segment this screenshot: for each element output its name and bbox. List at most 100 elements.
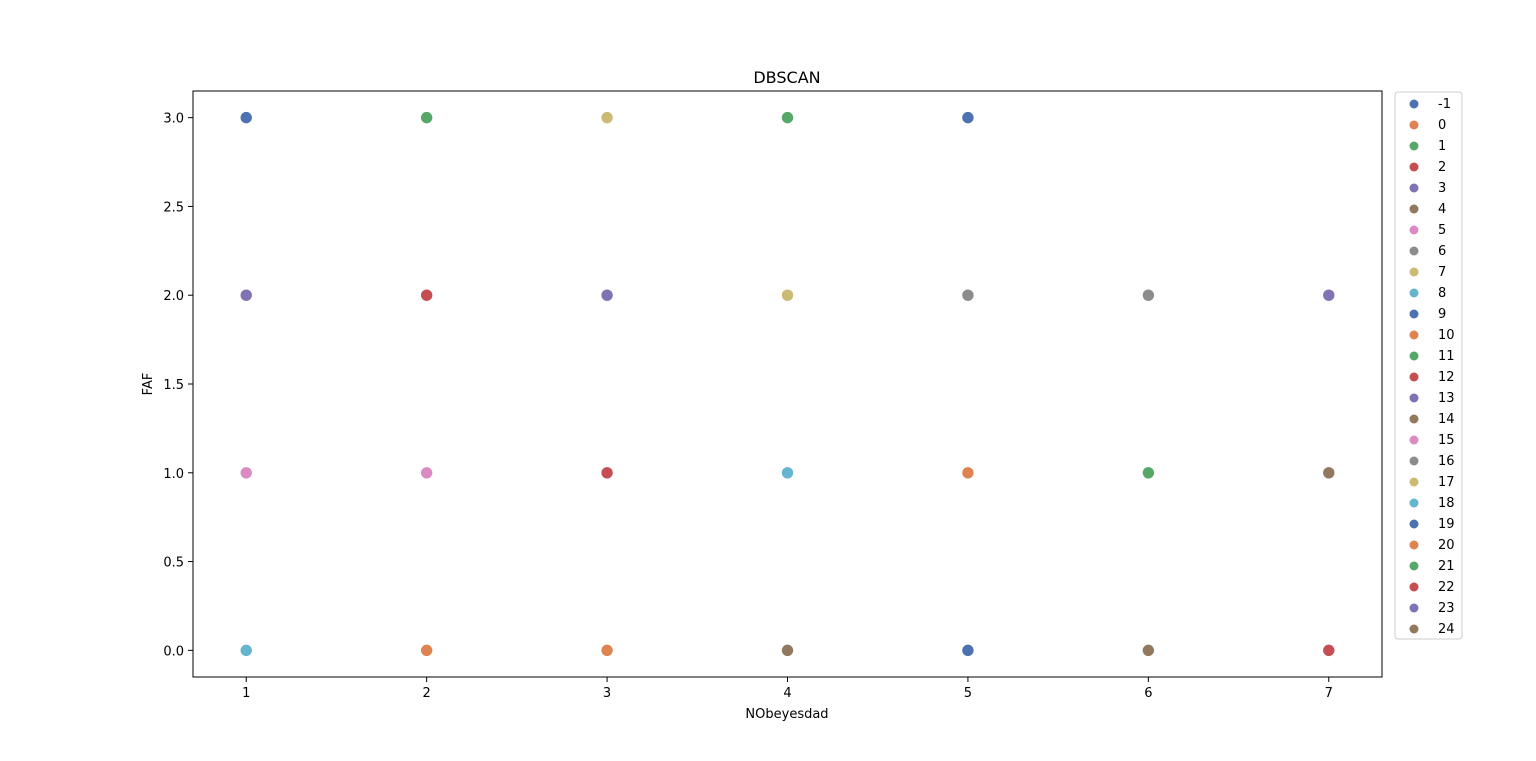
legend-marker <box>1409 99 1419 109</box>
legend-label: 8 <box>1438 286 1446 301</box>
legend-label: 19 <box>1438 517 1455 532</box>
data-point <box>420 466 433 480</box>
legend-marker <box>1409 603 1419 613</box>
legend-label: 2 <box>1438 160 1446 175</box>
legend-label: 0 <box>1438 118 1446 133</box>
legend-label: 16 <box>1438 454 1455 469</box>
chart-title: DBSCAN <box>753 68 820 87</box>
legend-label: 5 <box>1438 223 1446 238</box>
y-axis-label: FAF <box>141 373 156 396</box>
data-point <box>239 466 253 480</box>
data-point <box>600 466 614 480</box>
legend-label: 14 <box>1438 412 1455 427</box>
y-tick-label: 1.5 <box>163 378 184 393</box>
data-point <box>420 644 433 657</box>
legend-label: 23 <box>1438 601 1455 616</box>
y-tick-label: 0.5 <box>163 556 184 571</box>
legend-label: 18 <box>1438 496 1455 511</box>
legend-marker <box>1409 435 1419 445</box>
legend-label: -1 <box>1438 97 1451 112</box>
legend-label: 6 <box>1438 244 1446 259</box>
legend-marker <box>1409 162 1419 172</box>
data-point <box>1322 288 1336 302</box>
legend-marker <box>1409 330 1419 340</box>
x-tick-label: 6 <box>1144 686 1152 701</box>
legend-marker <box>1409 267 1419 277</box>
x-axis-label: NObeyesdad <box>745 707 828 722</box>
legend-marker <box>1409 351 1419 361</box>
y-tick-label: 3.0 <box>163 112 184 127</box>
legend-items: -101234567891011121314151617181920212223… <box>1409 97 1455 637</box>
legend-marker <box>1409 246 1419 256</box>
legend: -101234567891011121314151617181920212223… <box>1394 91 1463 640</box>
legend-marker <box>1409 393 1419 403</box>
x-tick-label: 7 <box>1325 686 1333 701</box>
legend-marker <box>1409 204 1419 214</box>
legend-marker <box>1409 498 1419 508</box>
data-point <box>781 288 794 302</box>
data-point <box>961 288 975 302</box>
data-point <box>961 644 975 657</box>
legend-marker <box>1409 141 1419 151</box>
y-tick-label: 0.0 <box>163 644 184 659</box>
data-point <box>1322 466 1336 480</box>
data-point <box>600 111 614 124</box>
legend-label: 15 <box>1438 433 1455 448</box>
data-points <box>239 111 1336 657</box>
data-point <box>600 644 614 657</box>
legend-label: 7 <box>1438 265 1446 280</box>
legend-marker <box>1409 183 1419 193</box>
legend-label: 4 <box>1438 202 1446 217</box>
legend-frame <box>1394 91 1463 640</box>
data-point <box>420 111 433 124</box>
data-point <box>420 288 433 302</box>
y-tick-label: 2.0 <box>163 289 184 304</box>
data-point <box>1142 288 1155 302</box>
legend-label: 22 <box>1438 580 1455 595</box>
x-tick-label: 5 <box>964 686 972 701</box>
legend-marker <box>1409 120 1419 130</box>
data-point <box>961 466 975 480</box>
legend-marker <box>1409 309 1419 319</box>
data-point <box>1322 644 1336 657</box>
legend-marker <box>1409 456 1419 466</box>
legend-marker <box>1409 519 1419 529</box>
y-axis-ticks: 0.0 0.5 1.0 1.5 2.0 2.5 3.0 <box>163 112 193 659</box>
x-tick-label: 1 <box>242 686 250 701</box>
legend-marker <box>1409 561 1419 571</box>
legend-label: 17 <box>1438 475 1455 490</box>
x-axis-ticks: 1 2 3 4 5 6 7 <box>242 677 1333 701</box>
legend-label: 13 <box>1438 391 1455 406</box>
y-tick-label: 2.5 <box>163 200 184 215</box>
x-tick-label: 2 <box>423 686 431 701</box>
x-tick-label: 3 <box>603 686 611 701</box>
legend-label: 11 <box>1438 349 1455 364</box>
data-point <box>1142 644 1155 657</box>
legend-marker <box>1409 288 1419 298</box>
legend-label: 9 <box>1438 307 1446 322</box>
data-point <box>239 644 253 657</box>
data-point <box>239 288 253 302</box>
data-point <box>239 111 253 124</box>
legend-marker <box>1409 540 1419 550</box>
legend-label: 21 <box>1438 559 1455 574</box>
legend-label: 24 <box>1438 622 1455 637</box>
legend-marker <box>1409 582 1419 592</box>
legend-marker <box>1409 225 1419 235</box>
data-point <box>781 466 794 480</box>
legend-label: 10 <box>1438 328 1455 343</box>
x-tick-label: 4 <box>783 686 791 701</box>
legend-marker <box>1409 477 1419 487</box>
data-point <box>961 111 975 124</box>
plot-axes: 1 2 3 4 5 6 7 0.0 0.5 1.0 1.5 2.0 2.5 3.0 <box>163 90 1383 701</box>
legend-label: 20 <box>1438 538 1455 553</box>
legend-label: 12 <box>1438 370 1455 385</box>
legend-marker <box>1409 414 1419 424</box>
data-point <box>781 111 794 124</box>
legend-label: 3 <box>1438 181 1446 196</box>
data-point <box>600 288 614 302</box>
legend-label: 1 <box>1438 139 1446 154</box>
y-tick-label: 1.0 <box>163 467 184 482</box>
